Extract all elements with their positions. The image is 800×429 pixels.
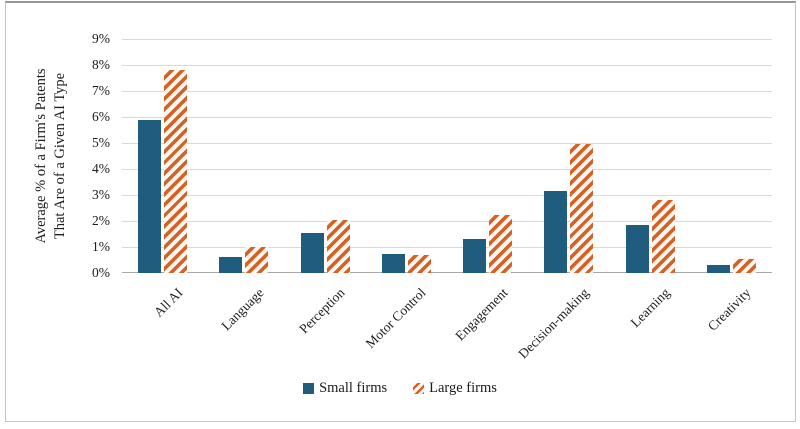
bar-large-firms — [570, 144, 594, 273]
bar-small-firms — [544, 191, 568, 273]
legend: Small firms Large firms — [0, 378, 800, 398]
bar-small-firms — [138, 119, 162, 273]
plot-area: 0% 1% 2% 3% 4% 5% 6% 7% 8% 9% All AI Language Percep… — [92, 31, 772, 361]
gridline-2% — [122, 221, 772, 222]
bar-small-firms — [300, 232, 324, 273]
bar-large-firms — [164, 70, 188, 273]
x-axis-line — [122, 272, 772, 273]
bar-large-firms — [407, 254, 431, 273]
bar-small-firms — [463, 239, 487, 273]
chart-panel-border — [5, 1, 796, 422]
y-tick-label: 6% — [92, 109, 110, 124]
gridline-6% — [122, 117, 772, 118]
bar-large-firms — [326, 219, 350, 273]
gridline-8% — [122, 65, 772, 66]
gridline-4% — [122, 169, 772, 170]
legend-item-large-firms: Large firms — [413, 380, 497, 397]
y-tick-label: 9% — [92, 31, 110, 46]
gridline-1% — [122, 247, 772, 248]
bar-small-firms — [625, 224, 649, 273]
gridline-3% — [122, 195, 772, 196]
bar-large-firms — [651, 200, 675, 273]
bar-small-firms — [219, 257, 243, 273]
gridline-7% — [122, 91, 772, 92]
y-axis-title-line1: Average % of a Firm's Patents — [33, 68, 49, 244]
y-tick-label: 8% — [92, 57, 110, 72]
bar-large-firms — [489, 214, 513, 273]
y-tick-label: 1% — [92, 239, 110, 254]
y-tick-label: 4% — [92, 161, 110, 176]
y-tick-label: 7% — [92, 83, 110, 98]
bar-small-firms — [381, 253, 405, 273]
bar-large-firms — [732, 258, 756, 273]
gridline-9% — [122, 39, 772, 40]
y-tick-label: 2% — [92, 213, 110, 228]
y-tick-label: 0% — [92, 265, 110, 280]
y-tick-label: 5% — [92, 135, 110, 150]
gridline-5% — [122, 143, 772, 144]
bar-large-firms — [245, 247, 269, 273]
legend-swatch-large-firms — [413, 382, 425, 394]
legend-item-small-firms: Small firms — [303, 380, 387, 397]
legend-swatch-small-firms — [303, 382, 315, 394]
bar-small-firms — [706, 265, 730, 273]
legend-label-large-firms: Large firms — [429, 379, 497, 396]
legend-label-small-firms: Small firms — [319, 379, 388, 396]
y-tick-label: 3% — [92, 187, 110, 202]
